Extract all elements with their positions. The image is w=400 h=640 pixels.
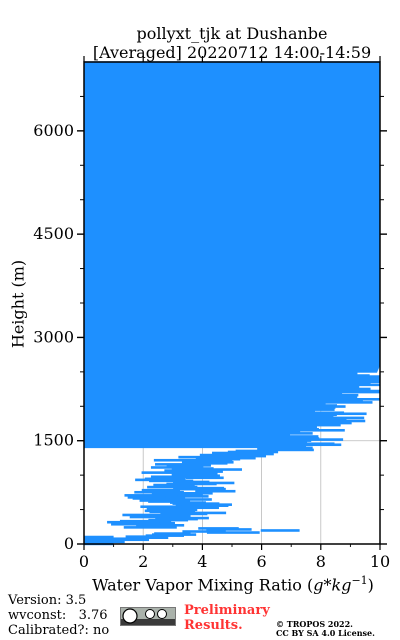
calibrated-text: Calibrated?: no: [8, 623, 110, 638]
preliminary-line1: Preliminary: [184, 603, 270, 618]
profile-bar: [173, 486, 225, 490]
y-tick-label: 1500: [33, 431, 74, 450]
x-tick-label: 6: [257, 552, 267, 571]
profile-bar: [184, 511, 227, 515]
axis-ticks: 0 2 4 6 8 10 0 1500 3000 4500 6000: [33, 56, 390, 571]
x-tick-label: 8: [316, 552, 326, 571]
x-axis-label-exponent: −1: [351, 574, 368, 587]
x-axis-label-close: ): [367, 575, 374, 595]
profile-bar: [161, 516, 209, 520]
x-axis-label: Water Vapor Mixing Ratio (g*kg−1): [60, 574, 400, 594]
profile-bar: [168, 491, 213, 495]
profile-bar: [150, 475, 187, 479]
x-axis-label-unit: g*kg: [313, 575, 352, 595]
preliminary-notice: Preliminary Results.: [184, 603, 270, 633]
y-tick-label: 4500: [33, 224, 74, 243]
profile-bar: [153, 458, 206, 462]
y-tick-label: 6000: [33, 121, 74, 140]
profile-bar: [206, 531, 260, 534]
profile-bar: [140, 505, 190, 509]
profile-bar: [195, 489, 236, 493]
profile-bar: [185, 476, 224, 480]
profile-bar: [235, 449, 273, 453]
profile-bar: [154, 532, 191, 535]
profile-bar: [153, 514, 191, 518]
profile-bar: [165, 495, 209, 498]
profile-bar: [208, 456, 256, 460]
profile-bar: [260, 529, 300, 532]
x-tick-label: 0: [79, 552, 89, 571]
profile-bar: [198, 527, 239, 530]
profile-bar: [124, 494, 178, 497]
profile-bar: [125, 535, 166, 538]
x-tick-label: 10: [370, 552, 390, 571]
version-text: Version: 3.5: [8, 593, 87, 608]
profile-bar: [196, 481, 235, 485]
profile-bar: [163, 498, 212, 501]
x-axis-label-text: Water Vapor Mixing Ratio (: [92, 575, 314, 595]
cc-logo-icon: [121, 608, 175, 624]
cc-license-logo: [120, 607, 176, 626]
profile-bar: [141, 471, 191, 474]
chart-title: pollyxt_tjk at Dushanbe: [136, 24, 328, 43]
wvconst-text: wvconst: 3.76: [8, 608, 108, 623]
profile-bar: [174, 472, 218, 475]
y-tick-label: 0: [64, 534, 74, 553]
profile-bar: [182, 530, 226, 533]
x-tick-label: 2: [138, 552, 148, 571]
profile-bar: [84, 535, 114, 544]
profile-bar: [195, 468, 242, 471]
copyright-line2: CC BY SA 4.0 License.: [276, 628, 375, 638]
y-tick-label: 3000: [33, 327, 74, 346]
x-tick-label: 4: [197, 552, 207, 571]
profile-bar: [127, 496, 170, 499]
profile-bar: [139, 499, 183, 502]
copyright-notice: © TROPOS 2022. CC BY SA 4.0 License.: [276, 620, 375, 638]
profile-bar: [189, 459, 233, 463]
profile-bar: [155, 463, 202, 466]
profile-bar: [164, 469, 217, 472]
profile-bar: [134, 490, 184, 494]
profile-bar: [146, 507, 187, 511]
profile-bar: [122, 513, 166, 517]
profile-bar: [141, 488, 181, 492]
profile-bar: [129, 515, 170, 519]
chart-subtitle: [Averaged] 20220712 14:00-14:59: [92, 43, 372, 62]
profile-bar: [142, 524, 185, 527]
profile-bar: [166, 482, 217, 486]
copyright-line1: © TROPOS 2022.: [276, 619, 353, 629]
y-axis-label: Height (m): [8, 259, 28, 349]
profile-bar: [119, 519, 172, 523]
profile-bar: [160, 512, 208, 516]
preliminary-line2: Results.: [184, 618, 243, 633]
profile-bars: [84, 61, 380, 546]
profile-bar: [144, 477, 186, 481]
profile-bar: [178, 455, 232, 459]
profile-bar: [181, 506, 219, 510]
